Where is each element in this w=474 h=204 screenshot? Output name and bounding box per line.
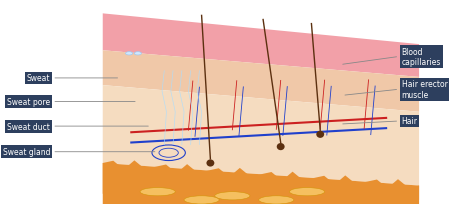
- Ellipse shape: [259, 196, 294, 204]
- Ellipse shape: [140, 188, 175, 196]
- Text: Blood
capillaries: Blood capillaries: [401, 48, 441, 67]
- Text: Sweat: Sweat: [27, 74, 50, 83]
- Polygon shape: [103, 86, 419, 186]
- Ellipse shape: [316, 131, 324, 138]
- Text: Hair: Hair: [401, 117, 418, 126]
- Ellipse shape: [215, 192, 250, 200]
- Polygon shape: [103, 163, 419, 200]
- Polygon shape: [103, 14, 419, 78]
- Text: Sweat duct: Sweat duct: [7, 122, 50, 131]
- Polygon shape: [103, 51, 419, 112]
- Ellipse shape: [207, 160, 214, 167]
- Circle shape: [126, 52, 133, 56]
- Ellipse shape: [290, 188, 325, 196]
- Text: Sweat pore: Sweat pore: [7, 98, 50, 106]
- Text: Hair erector
muscle: Hair erector muscle: [401, 80, 447, 99]
- Polygon shape: [103, 161, 419, 204]
- Ellipse shape: [184, 196, 219, 204]
- Text: Sweat gland: Sweat gland: [2, 147, 50, 156]
- Ellipse shape: [277, 143, 285, 151]
- Circle shape: [134, 52, 141, 56]
